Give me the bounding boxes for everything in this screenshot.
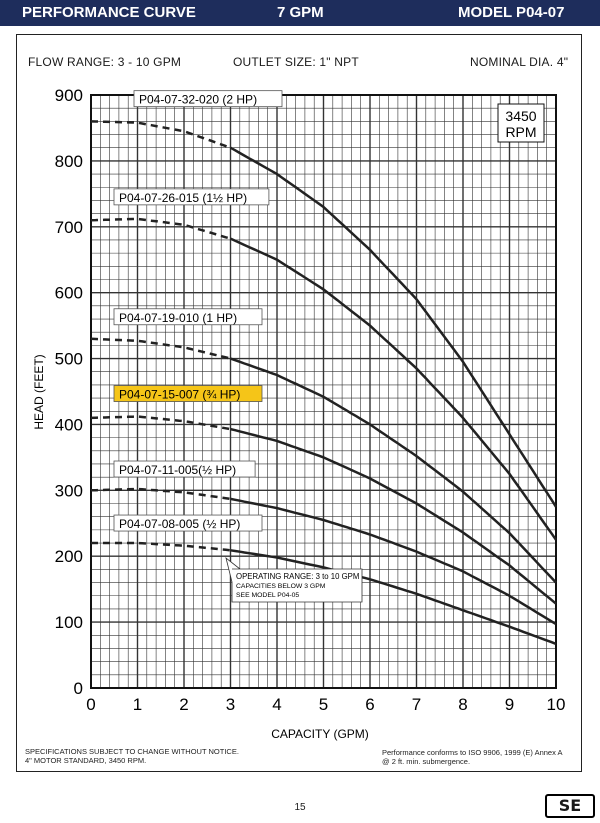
- y-tick-label: 700: [55, 218, 83, 237]
- y-tick-label: 300: [55, 481, 83, 500]
- y-tick-label: 400: [55, 415, 83, 434]
- flow-range-spec: FLOW RANGE: 3 - 10 GPM: [28, 55, 182, 69]
- series-label-box: [113, 385, 263, 402]
- x-axis-label: CAPACITY (GPM): [271, 727, 369, 741]
- y-tick-label: 500: [55, 350, 83, 369]
- x-tick-label: 2: [179, 695, 188, 714]
- chart-frame: [16, 34, 582, 772]
- operating-range-callout: [225, 556, 363, 603]
- series-6: P04-07-08-005 (½ HP): [91, 514, 557, 646]
- series-1: P04-07-32-020 (2 HP): [90, 90, 558, 508]
- y-tick-label: 100: [55, 613, 83, 632]
- y-axis-label: HEAD (FEET): [32, 354, 46, 429]
- series-label: P04-07-11-005(½ HP): [119, 463, 236, 477]
- x-tick-label: 5: [319, 695, 328, 714]
- plot-border: [90, 94, 557, 689]
- footer-notice-line: 4" MOTOR STANDARD, 3450 RPM.: [25, 756, 147, 765]
- series-line: [229, 146, 558, 508]
- x-axis-label-bg: [258, 724, 383, 742]
- series-5: P04-07-11-005(½ HP): [90, 460, 557, 626]
- brand-logo: SE: [545, 794, 595, 818]
- series-line: [229, 237, 558, 541]
- footer-iso-line: Performance conforms to ISO 9906, 1999 (…: [382, 748, 563, 757]
- series-label-box: [113, 460, 256, 478]
- x-tick-label: 0: [86, 695, 95, 714]
- series-label: P04-07-15-007 (¾ HP): [119, 388, 240, 402]
- y-tick-label: 800: [55, 152, 83, 171]
- x-tick-label: 10: [547, 695, 566, 714]
- nominal-diameter-spec: NOMINAL DIA. 4": [470, 55, 569, 69]
- banner-flow: 7 GPM: [277, 4, 324, 21]
- series-line: [230, 427, 557, 605]
- series-label: P04-07-32-020 (2 HP): [139, 93, 257, 107]
- rpm-value: 3450: [505, 108, 536, 124]
- series-label: P04-07-26-015 (1½ HP): [119, 191, 247, 205]
- series-label: P04-07-08-005 (½ HP): [119, 517, 240, 531]
- series-line: [230, 549, 557, 646]
- series-line: [230, 357, 557, 584]
- footer-iso-line: @ 2 ft. min. submergence.: [382, 757, 471, 766]
- operating-range-note: OPERATING RANGE: 3 to 10 GPM: [236, 572, 359, 581]
- series-3: P04-07-19-010 (1 HP): [90, 308, 557, 584]
- series-label-box: [113, 308, 263, 326]
- x-tick-label: 6: [365, 695, 374, 714]
- y-tick-label: 600: [55, 284, 83, 303]
- footer-notice-line: SPECIFICATIONS SUBJECT TO CHANGE WITHOUT…: [25, 747, 239, 756]
- footer-notice: SPECIFICATIONS SUBJECT TO CHANGE WITHOUT…: [25, 747, 239, 765]
- outlet-size-spec: OUTLET SIZE: 1" NPT: [233, 55, 359, 69]
- y-tick-label: 900: [55, 86, 83, 105]
- operating-range-note: CAPACITIES BELOW 3 GPM: [236, 583, 326, 590]
- x-tick-label: 4: [272, 695, 281, 714]
- x-tick-label: 1: [133, 695, 142, 714]
- series-label-box: [133, 90, 283, 108]
- series-label-box: [113, 514, 263, 532]
- operating-range-note: SEE MODEL P04-05: [236, 592, 299, 599]
- y-tick-label: 200: [55, 547, 83, 566]
- series-line: [230, 497, 557, 626]
- banner-model: MODEL P04-07: [458, 4, 565, 21]
- footer-iso: Performance conforms to ISO 9906, 1999 (…: [382, 748, 563, 766]
- series-label-box: [113, 188, 270, 206]
- series-4: P04-07-15-007 (¾ HP): [90, 385, 557, 605]
- x-tick-label: 7: [412, 695, 421, 714]
- banner-title: PERFORMANCE CURVE: [22, 4, 196, 21]
- page-number: 15: [294, 802, 306, 813]
- series-label: P04-07-19-010 (1 HP): [119, 311, 237, 325]
- title-banner: PERFORMANCE CURVE 7 GPM MODEL P04-07: [0, 0, 600, 26]
- x-tick-label: 3: [226, 695, 235, 714]
- rpm-unit: RPM: [505, 124, 536, 140]
- y-tick-label: 0: [74, 679, 83, 698]
- rpm-box: [497, 103, 545, 143]
- x-tick-label: 9: [505, 695, 514, 714]
- series-2: P04-07-26-015 (1½ HP): [90, 188, 558, 541]
- x-tick-label: 8: [458, 695, 467, 714]
